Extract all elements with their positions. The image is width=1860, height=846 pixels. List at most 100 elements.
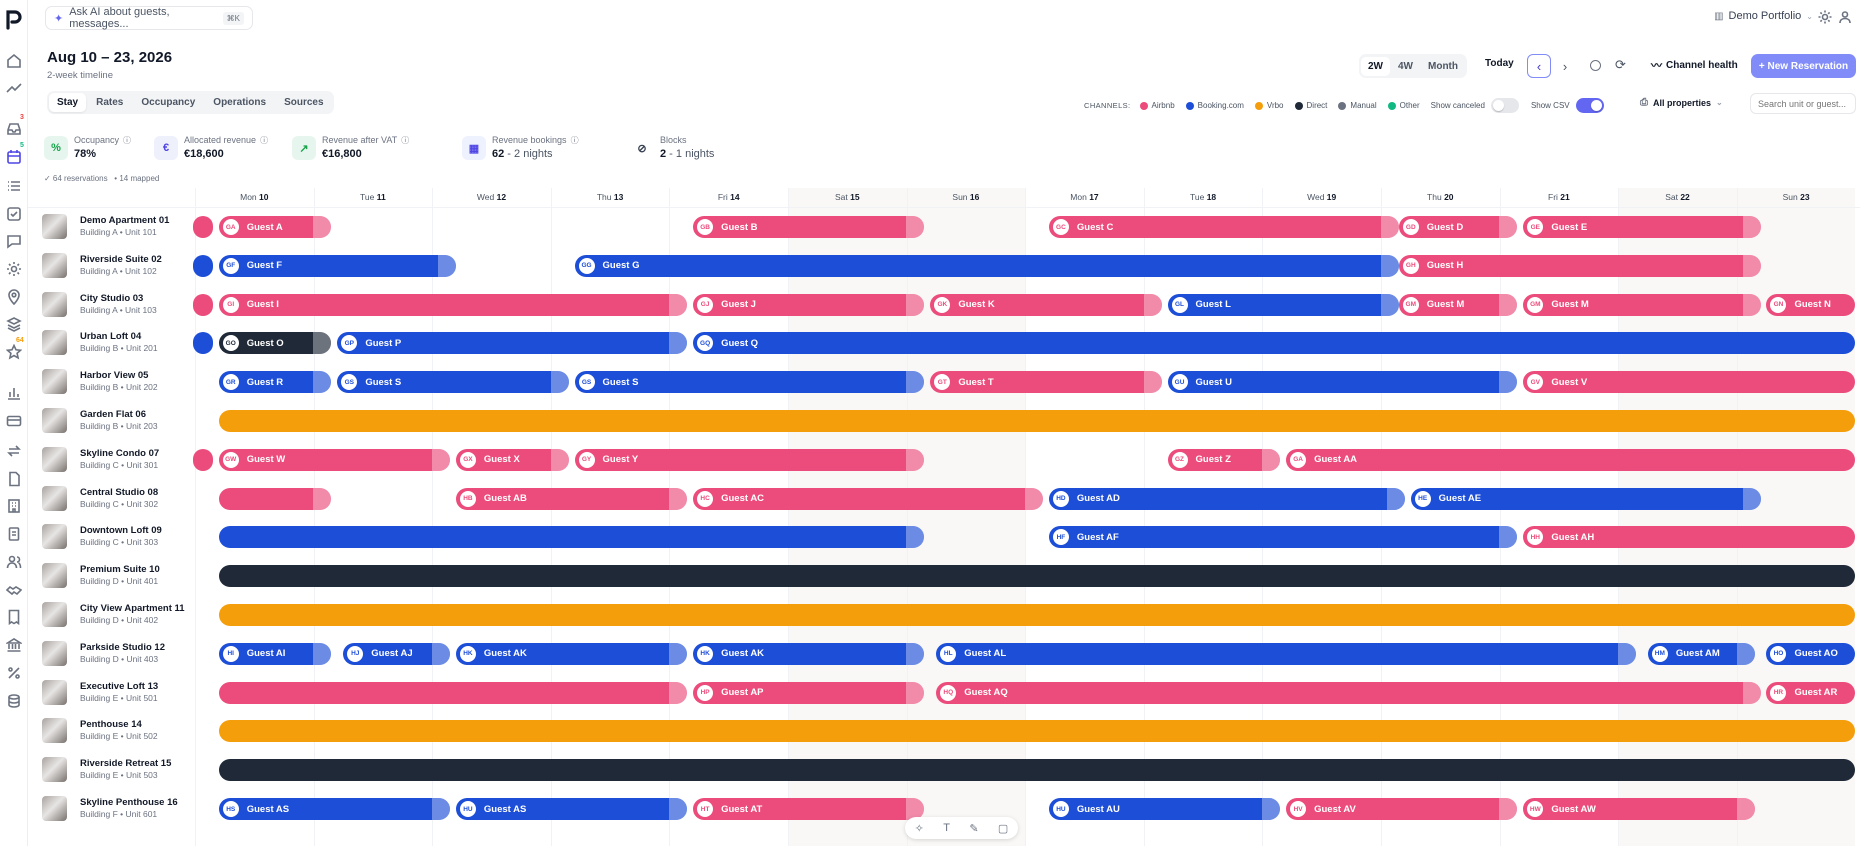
channel-health-button[interactable]: 〰 Channel health bbox=[1651, 57, 1738, 73]
reservation-bar[interactable]: HB Guest AB bbox=[455, 487, 688, 510]
reservation-bar[interactable]: HL Guest AL bbox=[936, 642, 1636, 665]
reservation-bar[interactable]: HP Guest AP bbox=[693, 681, 925, 704]
next-period-button[interactable]: › bbox=[1557, 56, 1573, 76]
reservation-bar[interactable]: HK Guest AK bbox=[693, 642, 925, 665]
all-properties-dropdown[interactable]: ⎙ All properties ⌄ bbox=[1640, 97, 1723, 108]
sun-icon[interactable] bbox=[1818, 10, 1832, 24]
bank-icon[interactable] bbox=[4, 637, 24, 653]
building-icon[interactable] bbox=[6, 498, 22, 514]
home-icon[interactable] bbox=[6, 53, 22, 69]
reservation-bar[interactable]: GA Guest A bbox=[218, 216, 332, 238]
tab-rates[interactable]: Rates bbox=[96, 97, 124, 108]
list-icon[interactable] bbox=[6, 178, 22, 194]
reservation-bar[interactable]: GM Guest M bbox=[1398, 293, 1518, 316]
reservation-bar[interactable]: HI Guest AI bbox=[218, 642, 332, 665]
reservation-bar[interactable]: HM Guest AM bbox=[1647, 642, 1755, 665]
card-icon[interactable] bbox=[6, 413, 22, 429]
reservation-bar[interactable]: GG Guest G bbox=[574, 254, 1399, 277]
reservation-bar[interactable]: GK Guest K bbox=[930, 293, 1162, 316]
reservation-bar[interactable]: GZ Guest Z bbox=[1167, 448, 1281, 471]
calendar-icon[interactable] bbox=[6, 149, 22, 165]
reservation-bar[interactable]: GX Guest X bbox=[455, 448, 569, 471]
block-bar[interactable] bbox=[192, 293, 213, 316]
reservation-bar[interactable]: GD Guest D bbox=[1398, 216, 1518, 238]
reservation-bar[interactable]: HS Guest AS bbox=[218, 798, 450, 820]
unit-row-label[interactable]: Skyline Penthouse 16 Building F • Unit 60… bbox=[42, 794, 192, 824]
block-bar[interactable] bbox=[218, 759, 1856, 782]
channel-booking[interactable]: Booking.com bbox=[1185, 101, 1244, 110]
unit-row-label[interactable]: Garden Flat 06 Building B • Unit 203 bbox=[42, 406, 192, 436]
range-4w[interactable]: 4W bbox=[1398, 60, 1413, 72]
inbox-icon[interactable] bbox=[6, 121, 22, 137]
reservation-bar[interactable]: GN Guest N bbox=[1766, 293, 1856, 316]
new-reservation-button[interactable]: + New Reservation bbox=[1751, 54, 1856, 78]
channel-airbnb[interactable]: Airbnb bbox=[1139, 101, 1175, 110]
block-bar[interactable] bbox=[218, 565, 1856, 588]
reservation-bar[interactable]: GY Guest Y bbox=[574, 448, 925, 471]
info-icon[interactable]: ⓘ bbox=[401, 136, 410, 145]
reservation-bar[interactable]: HU Guest AU bbox=[1048, 798, 1281, 820]
reservation-bar[interactable]: HJ Guest AJ bbox=[343, 642, 450, 665]
reservation-bar[interactable]: HT Guest AT bbox=[693, 798, 925, 820]
block-bar[interactable] bbox=[218, 681, 688, 704]
tab-occupancy[interactable]: Occupancy bbox=[141, 97, 196, 108]
block-bar[interactable] bbox=[192, 254, 213, 277]
block-bar[interactable] bbox=[218, 604, 1856, 626]
show-csv-toggle[interactable] bbox=[1575, 98, 1604, 113]
database-icon[interactable] bbox=[6, 693, 22, 709]
reservation-bar[interactable]: HC Guest AC bbox=[693, 487, 1043, 510]
reservation-bar[interactable]: HU Guest AS bbox=[455, 798, 688, 820]
channel-other[interactable]: Other bbox=[1387, 101, 1420, 110]
magic-icon[interactable]: ✧ bbox=[914, 822, 924, 835]
reservation-bar[interactable]: HV Guest AV bbox=[1286, 798, 1518, 820]
reservation-bar[interactable]: GO Guest O bbox=[218, 332, 332, 355]
chat-icon[interactable] bbox=[6, 233, 22, 249]
layers-icon[interactable] bbox=[6, 316, 22, 332]
previous-period-button[interactable]: ‹ bbox=[1527, 54, 1551, 78]
reservation-bar[interactable]: GB Guest B bbox=[693, 216, 925, 238]
unit-guest-search-input[interactable] bbox=[1750, 93, 1856, 114]
info-icon[interactable]: ⓘ bbox=[123, 136, 132, 145]
reservation-bar[interactable]: GW Guest W bbox=[218, 448, 450, 471]
reservation-bar[interactable]: GT Guest T bbox=[930, 371, 1162, 394]
reservation-bar[interactable]: GE Guest E bbox=[1523, 216, 1761, 238]
reservation-bar[interactable]: HR Guest AR bbox=[1766, 681, 1856, 704]
text-icon[interactable]: T bbox=[943, 822, 950, 834]
percent-icon[interactable] bbox=[6, 665, 22, 681]
checklist-icon[interactable] bbox=[6, 206, 22, 222]
reservation-bar[interactable]: GR Guest R bbox=[218, 371, 332, 394]
block-bar[interactable] bbox=[218, 526, 925, 549]
reservation-bar[interactable]: GL Guest L bbox=[1167, 293, 1399, 316]
unit-row-label[interactable]: Premium Suite 10 Building D • Unit 401 bbox=[42, 561, 192, 591]
reservation-bar[interactable]: GV Guest V bbox=[1523, 371, 1856, 394]
reservation-bar[interactable]: HD Guest AD bbox=[1048, 487, 1405, 510]
reservation-bar[interactable]: GS Guest S bbox=[337, 371, 569, 394]
user-icon[interactable] bbox=[1838, 10, 1852, 24]
unit-row-label[interactable]: City Studio 03 Building A • Unit 103 bbox=[42, 290, 192, 320]
block-bar[interactable] bbox=[192, 448, 213, 471]
reservation-bar[interactable]: HH Guest AH bbox=[1523, 526, 1856, 549]
reservation-bar[interactable]: GP Guest P bbox=[337, 332, 688, 355]
sync-icon[interactable] bbox=[6, 443, 22, 459]
block-bar[interactable] bbox=[192, 216, 213, 238]
status-circle-icon[interactable] bbox=[1590, 60, 1601, 71]
reservation-bar[interactable]: GQ Guest Q bbox=[693, 332, 1856, 355]
range-month[interactable]: Month bbox=[1428, 60, 1458, 72]
settings-icon[interactable] bbox=[6, 261, 22, 277]
trend-icon[interactable] bbox=[6, 80, 22, 96]
reservation-bar[interactable]: HO Guest AO bbox=[1766, 642, 1856, 665]
info-icon[interactable]: ⓘ bbox=[260, 136, 269, 145]
info-icon[interactable]: ⓘ bbox=[570, 136, 579, 145]
unit-row-label[interactable]: Executive Loft 13 Building E • Unit 501 bbox=[42, 678, 192, 708]
unit-row-label[interactable]: Parkside Studio 12 Building D • Unit 403 bbox=[42, 639, 192, 669]
comment-icon[interactable]: ▢ bbox=[997, 822, 1009, 835]
tab-stay[interactable]: Stay bbox=[49, 93, 87, 112]
unit-row-label[interactable]: Central Studio 08 Building C • Unit 302 bbox=[42, 484, 192, 514]
reservation-bar[interactable]: HK Guest AK bbox=[455, 642, 688, 665]
invoice-icon[interactable] bbox=[6, 526, 22, 542]
block-bar[interactable] bbox=[218, 720, 1856, 743]
bar-chart-icon[interactable] bbox=[6, 385, 22, 401]
reservation-bar[interactable]: GS Guest S bbox=[574, 371, 925, 394]
handshake-icon[interactable] bbox=[5, 582, 23, 598]
reservation-bar[interactable]: GF Guest F bbox=[218, 254, 456, 277]
